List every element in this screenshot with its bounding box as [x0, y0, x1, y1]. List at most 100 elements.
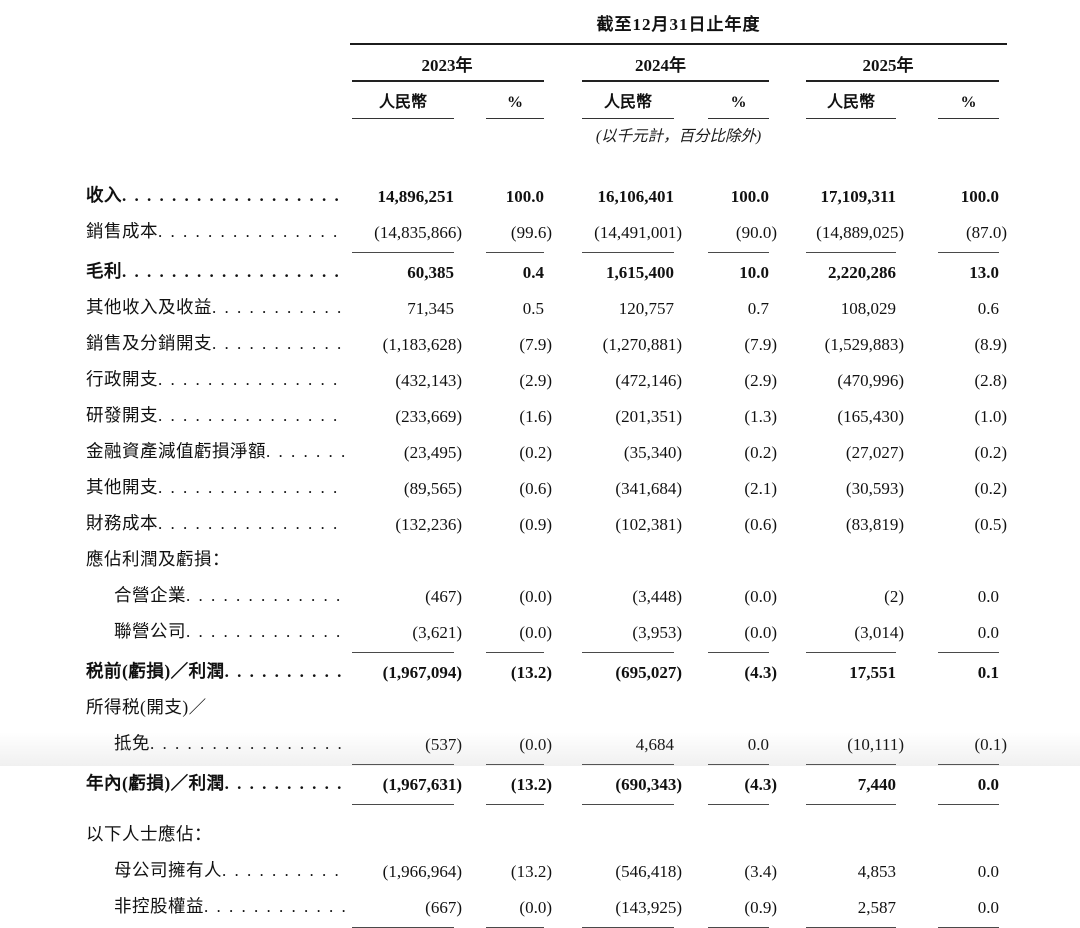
table-row: 其他開支 (89,565) (0.6) (341,684) (2.1) (30,593) (…	[85, 469, 1007, 505]
units-note: (以千元計，百分比除外)	[595, 128, 762, 145]
cell-value	[904, 541, 1007, 577]
cell-value: (7.9)	[519, 335, 552, 354]
cell-value	[462, 805, 552, 852]
dot-leader	[122, 262, 346, 282]
dot-leader	[186, 622, 346, 642]
cell-value: (0.2)	[974, 443, 1008, 462]
row-label: 行政開支	[85, 361, 350, 397]
cell-value: 7,440	[777, 765, 904, 805]
row-label: 財務成本	[85, 505, 350, 541]
subheader-row: 人民幣 % 人民幣 % 人民幣 %	[85, 82, 1007, 119]
cell-value: (8.9)	[974, 335, 1008, 354]
cell-value: (3,448)	[632, 587, 682, 606]
cell-value: (0.9)	[519, 515, 552, 534]
dot-leader	[225, 774, 346, 794]
row-label: 母公司擁有人	[85, 852, 350, 888]
title-spacer	[85, 6, 350, 44]
row-label: 税前(虧損)／利潤	[85, 653, 350, 689]
year-spacer	[85, 44, 350, 82]
cell-value: (13.2)	[510, 663, 552, 682]
cell-value: (1,966,964)	[382, 862, 462, 881]
dot-leader	[158, 222, 346, 242]
cell-value: (14,835,866)	[350, 213, 462, 253]
cell-value: 100.0	[505, 187, 544, 206]
cell-value: (35,340)	[623, 443, 682, 462]
dot-leader	[222, 861, 346, 881]
cell-value: (1.0)	[974, 407, 1008, 426]
table-row: 年內(虧損)／利潤(1,967,631)(13.2)(690,343)(4.3)…	[85, 765, 1007, 805]
table-row: 應佔利潤及虧損：	[85, 541, 1007, 577]
cell-value: (0.2)	[974, 479, 1008, 498]
cell-value: (1.3)	[744, 407, 777, 426]
cell-value: 16,106,401	[597, 187, 675, 206]
cell-value: (0.0)	[462, 888, 552, 928]
dot-leader	[122, 186, 346, 206]
cell-value: (0.0)	[744, 587, 777, 606]
dot-leader	[204, 897, 346, 917]
period-title: 截至12月31日止年度	[350, 6, 1008, 45]
row-label: 以下人士應佔：	[86, 824, 212, 844]
cell-value: (0.6)	[744, 515, 777, 534]
cell-value: (1.6)	[519, 407, 552, 426]
percent-header-2025: %	[904, 82, 1007, 119]
cell-value: (99.6)	[462, 213, 552, 253]
currency-header-2024: 人民幣	[552, 82, 682, 119]
table-row: 聯營公司(3,621)(0.0)(3,953)(0.0)(3,014)0.0	[85, 613, 1007, 653]
cell-value: (90.0)	[682, 213, 777, 253]
cell-value: (201,351)	[615, 407, 682, 426]
cell-value: (690,343)	[552, 765, 682, 805]
table-row: 合營企業 (467) (0.0) (3,448) (0.0) (2) 0.0	[85, 577, 1007, 613]
dot-leader	[158, 406, 346, 426]
cell-value: (0.9)	[682, 888, 777, 928]
row-label: 銷售及分銷開支	[85, 325, 350, 361]
cell-value: (13.2)	[510, 862, 552, 881]
cell-value: (0.0)	[462, 725, 552, 765]
table-row: 毛利 60,385 0.4 1,615,400 10.0 2,220,286 13.0	[85, 253, 1007, 289]
year-header-2025: 2025年	[777, 44, 1007, 82]
cell-value	[682, 541, 777, 577]
cell-value: (4.3)	[682, 765, 777, 805]
table-row: 其他收入及收益 71,345 0.5 120,757 0.7 108,029 0.6	[85, 289, 1007, 325]
cell-value: 4,853	[857, 862, 896, 881]
cell-value: (143,925)	[552, 888, 682, 928]
cell-value: (0.2)	[519, 443, 552, 462]
table-row: 研發開支 (233,669) (1.6) (201,351) (1.3) (165,430…	[85, 397, 1007, 433]
percent-header-2023: %	[462, 82, 552, 119]
year-header-2023: 2023年	[350, 44, 552, 82]
cell-value: (14,491,001)	[552, 213, 682, 253]
table-row: 財務成本 (132,236) (0.9) (102,381) (0.6) (83,819)…	[85, 505, 1007, 541]
cell-value	[552, 805, 682, 852]
row-label: 合營企業	[85, 577, 350, 613]
cell-value: (102,381)	[615, 515, 682, 534]
cell-value: 71,345	[407, 299, 454, 318]
cell-value: (233,669)	[395, 407, 462, 426]
year-header-row: 2023年 2024年 2025年	[85, 44, 1007, 82]
dot-leader	[212, 334, 346, 354]
dot-leader	[150, 734, 346, 754]
cell-value: (23,495)	[403, 443, 462, 462]
table-row: 以下人士應佔：	[85, 805, 1007, 852]
cell-value: (0.2)	[744, 443, 777, 462]
row-label: 研發開支	[85, 397, 350, 433]
cell-value: (0.0)	[519, 587, 552, 606]
cell-value: 0.0	[977, 862, 1000, 881]
cell-value: 0.0	[977, 587, 1000, 606]
cell-value: (3,621)	[350, 613, 462, 653]
cell-value: (14,889,025)	[777, 213, 904, 253]
cell-value: (165,430)	[837, 407, 904, 426]
table-header: 截至12月31日止年度 2023年 2024年 2025年 人民幣 % 人民幣 …	[85, 6, 1008, 146]
cell-value: 13.0	[969, 263, 1000, 282]
cell-value: (10,111)	[777, 725, 904, 765]
cell-value: (87.0)	[904, 213, 1007, 253]
row-label: 所得税(開支)／	[86, 697, 207, 717]
cell-value: 100.0	[960, 187, 1000, 206]
row-label: 聯營公司	[85, 613, 350, 653]
row-label: 非控股權益	[85, 888, 350, 928]
currency-header-2023: 人民幣	[350, 82, 462, 119]
cell-value	[350, 805, 462, 852]
title-row: 截至12月31日止年度	[85, 6, 1008, 45]
row-label: 毛利	[85, 253, 350, 289]
table-row: 行政開支 (432,143) (2.9) (472,146) (2.9) (470,996…	[85, 361, 1007, 397]
cell-value: 14,896,251	[377, 187, 455, 206]
cell-value	[350, 689, 462, 725]
